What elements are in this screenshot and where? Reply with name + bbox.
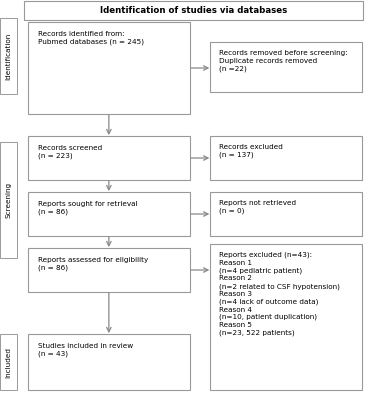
- Text: Screening: Screening: [5, 182, 11, 218]
- FancyBboxPatch shape: [0, 142, 17, 258]
- FancyBboxPatch shape: [210, 136, 362, 180]
- Text: Reports not retrieved
(n = 0): Reports not retrieved (n = 0): [219, 200, 296, 214]
- Text: Included: Included: [5, 346, 11, 378]
- FancyBboxPatch shape: [0, 334, 17, 390]
- Text: Records removed before screening:
Duplicate records removed
(n =22): Records removed before screening: Duplic…: [219, 50, 348, 72]
- FancyBboxPatch shape: [24, 1, 363, 20]
- FancyBboxPatch shape: [28, 22, 190, 114]
- Text: Records identified from:
Pubmed databases (n = 245): Records identified from: Pubmed database…: [38, 31, 144, 45]
- FancyBboxPatch shape: [28, 334, 190, 390]
- FancyBboxPatch shape: [210, 244, 362, 390]
- FancyBboxPatch shape: [0, 18, 17, 94]
- Text: Studies included in review
(n = 43): Studies included in review (n = 43): [38, 343, 133, 357]
- Text: Records screened
(n = 223): Records screened (n = 223): [38, 145, 102, 159]
- FancyBboxPatch shape: [28, 192, 190, 236]
- Text: Identification of studies via databases: Identification of studies via databases: [100, 6, 287, 15]
- FancyBboxPatch shape: [210, 192, 362, 236]
- Text: Identification: Identification: [5, 32, 11, 80]
- FancyBboxPatch shape: [28, 136, 190, 180]
- Text: Reports excluded (n=43):
Reason 1
(n=4 pediatric patient)
Reason 2
(n=2 related : Reports excluded (n=43): Reason 1 (n=4 p…: [219, 252, 340, 336]
- FancyBboxPatch shape: [28, 248, 190, 292]
- Text: Reports sought for retrieval
(n = 86): Reports sought for retrieval (n = 86): [38, 201, 137, 215]
- FancyBboxPatch shape: [210, 42, 362, 92]
- Text: Reports assessed for eligibility
(n = 86): Reports assessed for eligibility (n = 86…: [38, 257, 148, 271]
- Text: Records excluded
(n = 137): Records excluded (n = 137): [219, 144, 283, 158]
